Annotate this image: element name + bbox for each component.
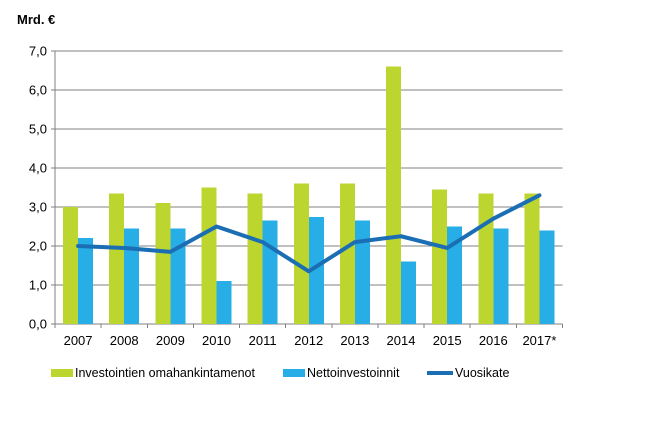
x-axis-label: 2007: [64, 333, 93, 348]
bar-nettoinvestoinnit-2015: [447, 226, 463, 324]
bar-nettoinvestoinnit-2012: [308, 216, 324, 324]
bar-investoinnit-2017*: [524, 193, 540, 324]
bar-investoinnit-2010: [201, 187, 217, 324]
bar-nettoinvestoinnit-2010: [216, 281, 232, 324]
y-axis-label: 7,0: [29, 44, 47, 59]
legend-item-nettoinvestoinnit: Nettoinvestoinnit: [283, 366, 399, 380]
bar-investoinnit-2015: [432, 189, 448, 324]
bar-investoinnit-2016: [478, 193, 494, 324]
bar-nettoinvestoinnit-2017*: [539, 230, 555, 324]
y-axis-label: 3,0: [29, 200, 47, 215]
bar-investoinnit-2011: [247, 193, 263, 324]
x-axis-label: 2011: [249, 333, 277, 348]
legend-label: Vuosikate: [455, 366, 510, 380]
bar-nettoinvestoinnit-2009: [170, 228, 186, 324]
bar-nettoinvestoinnit-2013: [354, 220, 370, 324]
legend-item-vuosikate: Vuosikate: [427, 366, 509, 380]
bar-investoinnit-2014: [386, 66, 402, 324]
line-vuosikate: [76, 193, 542, 274]
x-axis-label: 2013: [340, 333, 369, 348]
legend-swatch-green: [51, 369, 73, 377]
bar-nettoinvestoinnit-2011: [262, 220, 278, 324]
bar-investoinnit-2008: [109, 193, 125, 324]
x-axis-label: 2008: [110, 333, 139, 348]
legend-swatch-line: [427, 371, 453, 375]
x-axis-label: 2016: [479, 333, 508, 348]
legend-swatch-blue: [283, 369, 305, 377]
bar-nettoinvestoinnit-2016: [493, 228, 509, 324]
y-axis-label: 2,0: [29, 239, 47, 254]
y-axis-label: 5,0: [29, 122, 47, 137]
x-axis-label: 2014: [387, 333, 416, 348]
x-axis-label: 2015: [433, 333, 462, 348]
x-axis-label: 2009: [156, 333, 185, 348]
y-axis-unit-label: Mrd. €: [17, 12, 56, 27]
legend-item-investointien-omahankintamenot: Investointien omahankintamenot: [51, 366, 255, 380]
y-axis-label: 4,0: [29, 161, 47, 176]
bar-nettoinvestoinnit-2008: [124, 228, 140, 324]
y-axis-label: 0,0: [29, 317, 47, 332]
legend-label: Investointien omahankintamenot: [75, 366, 255, 380]
bar-investoinnit-2009: [155, 203, 171, 324]
y-axis-label: 1,0: [29, 278, 47, 293]
y-axis-label: 6,0: [29, 83, 47, 98]
bar-investoinnit-2007: [63, 207, 79, 324]
x-axis-label: 2012: [294, 333, 323, 348]
bar-investoinnit-2012: [293, 183, 309, 324]
bar-nettoinvestoinnit-2014: [401, 261, 417, 324]
x-axis-label: 2010: [202, 333, 231, 348]
x-axis-label: 2017*: [522, 333, 556, 348]
bar-investoinnit-2013: [339, 183, 355, 324]
legend-label: Nettoinvestoinnit: [307, 366, 400, 380]
bar-nettoinvestoinnit-2007: [78, 238, 94, 324]
